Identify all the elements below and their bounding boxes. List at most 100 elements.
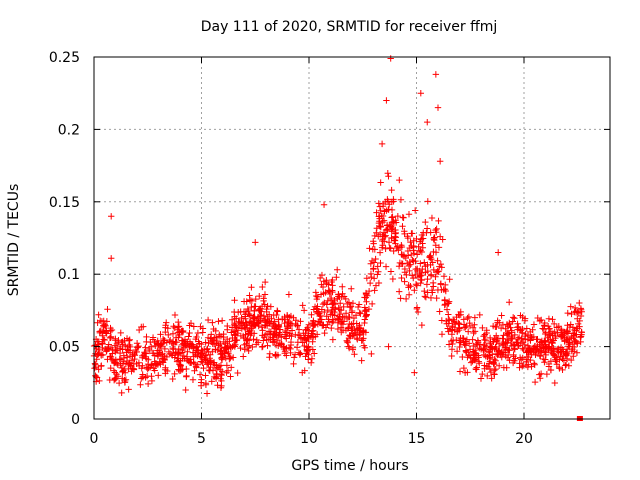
data-point: [300, 330, 307, 337]
data-point: [261, 278, 269, 286]
data-point: [96, 328, 103, 335]
data-point: [394, 212, 402, 220]
data-point: [520, 346, 527, 354]
data-point: [523, 325, 530, 332]
data-point: [253, 319, 261, 327]
data-point: [374, 263, 381, 270]
data-point: [335, 293, 342, 300]
data-point: [351, 351, 358, 358]
data-point: [484, 372, 491, 380]
data-point: [499, 351, 506, 358]
data-point: [372, 282, 380, 289]
data-point: [436, 263, 443, 270]
data-point: [176, 328, 183, 336]
data-point: [143, 372, 151, 380]
data-point: [492, 365, 499, 373]
data-point: [207, 363, 214, 371]
data-point: [294, 322, 301, 329]
data-point: [427, 261, 434, 269]
data-point: [305, 335, 312, 343]
data-point: [508, 329, 515, 336]
data-point: [124, 346, 131, 353]
data-point: [137, 381, 144, 388]
data-point: [310, 321, 318, 329]
data-point: [148, 377, 156, 385]
data-point: [427, 229, 434, 236]
data-point: [440, 273, 448, 280]
data-point: [246, 328, 253, 335]
data-point: [217, 347, 225, 354]
y-tick-label: 0.15: [49, 195, 80, 211]
data-point: [100, 322, 107, 329]
data-point: [564, 309, 571, 317]
data-point: [405, 291, 413, 298]
data-point: [171, 311, 179, 319]
data-point: [411, 287, 418, 294]
data-point: [135, 326, 143, 334]
data-point: [191, 360, 199, 368]
data-point: [224, 367, 232, 375]
data-point: [463, 349, 470, 356]
data-point: [119, 375, 126, 382]
data-point: [498, 312, 505, 319]
data-point: [167, 336, 174, 344]
data-point: [163, 353, 171, 361]
data-point: [371, 287, 378, 294]
data-point: [495, 249, 502, 256]
data-point: [545, 315, 553, 323]
data-point: [297, 350, 304, 357]
data-point: [563, 355, 571, 363]
data-point: [523, 358, 530, 365]
data-point: [348, 307, 356, 315]
data-point: [568, 310, 575, 318]
data-point: [257, 315, 265, 322]
data-point: [480, 351, 488, 359]
data-point: [411, 207, 419, 214]
data-point: [310, 306, 318, 313]
data-point: [275, 342, 282, 349]
data-point: [305, 351, 312, 358]
data-point: [556, 365, 563, 372]
y-tick-label: 0.05: [49, 340, 80, 356]
data-point: [307, 359, 315, 366]
data-point: [388, 206, 396, 214]
data-point: [214, 364, 222, 371]
data-point: [310, 317, 317, 324]
data-point: [112, 374, 120, 382]
data-point: [143, 355, 150, 362]
data-point: [431, 234, 438, 241]
data-point: [551, 352, 558, 359]
data-point: [432, 273, 439, 280]
data-point: [273, 311, 280, 319]
data-point: [169, 330, 177, 337]
data-point: [256, 307, 263, 314]
data-point: [198, 354, 206, 361]
data-point: [421, 259, 428, 266]
data-point: [249, 343, 256, 351]
data-point: [175, 323, 183, 330]
axis-ticks: 0 0.05 0.1 0.15 0.2 0.25 0 5 10 15 20: [49, 50, 610, 447]
data-point: [328, 278, 335, 286]
data-point: [346, 320, 353, 328]
data-point: [477, 346, 485, 353]
data-point: [560, 357, 568, 364]
data-point: [481, 331, 489, 338]
x-tick-label: 0: [90, 431, 99, 447]
data-point: [111, 369, 119, 376]
data-point: [171, 324, 178, 332]
data-point: [212, 346, 219, 354]
data-point: [264, 302, 271, 310]
data-point: [471, 356, 479, 363]
data-point: [370, 275, 378, 282]
data-point: [130, 365, 138, 373]
data-point: [445, 341, 453, 348]
data-point: [102, 345, 109, 353]
data-point: [460, 335, 467, 342]
data-point: [435, 217, 442, 225]
data-point: [281, 350, 289, 357]
data-point: [221, 344, 229, 352]
data-point: [530, 321, 538, 328]
data-point: [337, 300, 344, 307]
data-point: [311, 303, 319, 311]
data-point: [219, 350, 226, 357]
